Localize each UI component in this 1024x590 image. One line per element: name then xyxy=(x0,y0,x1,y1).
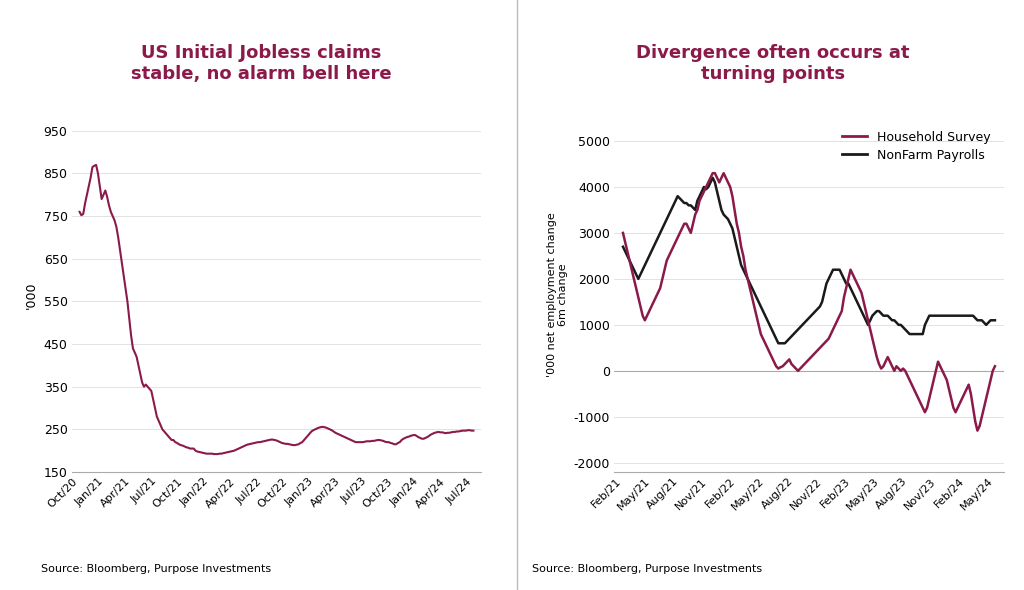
Text: Divergence often occurs at
turning points: Divergence often occurs at turning point… xyxy=(636,44,910,83)
Text: Source: Bloomberg, Purpose Investments: Source: Bloomberg, Purpose Investments xyxy=(532,564,763,574)
Text: US Initial Jobless claims
stable, no alarm bell here: US Initial Jobless claims stable, no ala… xyxy=(131,44,391,83)
Text: Source: Bloomberg, Purpose Investments: Source: Bloomberg, Purpose Investments xyxy=(41,564,271,574)
Y-axis label: '000: '000 xyxy=(25,281,38,309)
Y-axis label: '000 net employment change
6m change: '000 net employment change 6m change xyxy=(547,212,568,378)
Legend: Household Survey, NonFarm Payrolls: Household Survey, NonFarm Payrolls xyxy=(837,124,997,168)
